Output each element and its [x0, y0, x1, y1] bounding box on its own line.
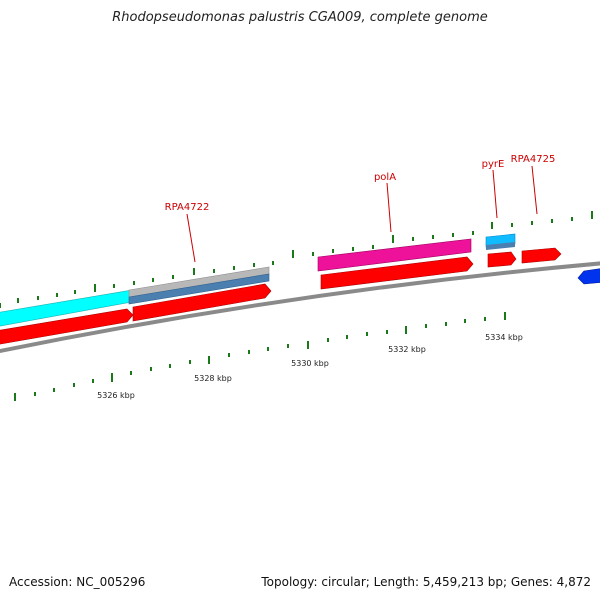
kbp-label: 5330 kbp: [291, 359, 329, 368]
inner-tick-ring: [14, 312, 506, 401]
label-line-rpa4725: [531, 165, 538, 215]
cds-arrow: [132, 283, 272, 322]
cds-arrow-rpa4725: [521, 247, 562, 264]
outer-tick-ring: [0, 211, 593, 308]
gene-label-rpa4722: RPA4722: [165, 202, 210, 213]
gene-label-pyre: pyrE: [482, 159, 505, 170]
steel-blue-feature: [128, 273, 270, 305]
genome-summary-text: Topology: circular; Length: 5,459,213 bp…: [261, 575, 591, 589]
cds-arrow: [320, 256, 474, 290]
kbp-label: 5326 kbp: [97, 391, 135, 400]
pyre-outer-stripe: [486, 242, 515, 250]
label-line-pyre: [492, 169, 498, 219]
genome-backbone: [0, 261, 600, 354]
cds-arrow: [0, 308, 134, 345]
gene-label-pola: polA: [374, 172, 396, 183]
gene-labels: RPA4722 polA pyrE RPA4725: [165, 154, 556, 213]
kbp-label: 5334 kbp: [485, 333, 523, 342]
gene-label-lines: [186, 165, 538, 263]
label-line-rpa4722: [186, 213, 196, 263]
accession-text: Accession: NC_005296: [9, 575, 146, 589]
map-title: Rhodopseudomonas palustris CGA009, compl…: [112, 10, 488, 25]
reverse-feature: [577, 268, 600, 285]
kbp-label: 5328 kbp: [194, 374, 232, 383]
kbp-label: 5332 kbp: [388, 345, 426, 354]
cds-arrow-pyre: [487, 251, 517, 268]
kbp-labels: 5326 kbp 5328 kbp 5330 kbp 5332 kbp 5334…: [97, 333, 523, 400]
label-line-pola: [386, 182, 392, 233]
pola-feature: [317, 238, 472, 272]
gene-label-rpa4725: RPA4725: [511, 154, 556, 165]
